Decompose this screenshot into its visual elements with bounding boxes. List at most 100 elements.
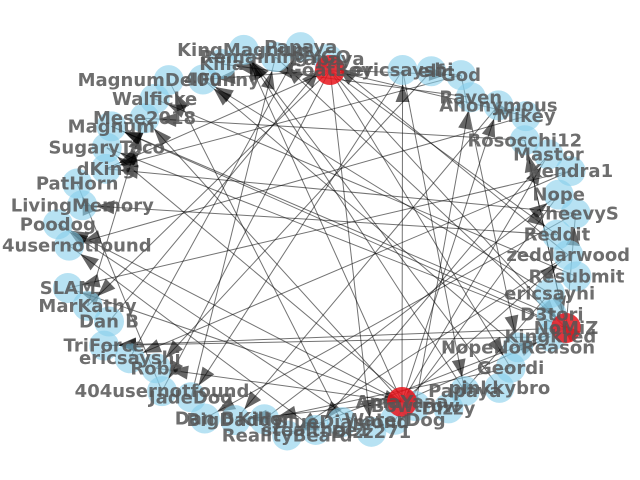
arrowhead-icon — [80, 253, 99, 271]
arrowhead-icon — [249, 62, 264, 82]
edge — [82, 204, 557, 236]
node-label: Reddit — [524, 225, 591, 246]
graph-node — [153, 65, 184, 96]
arrowhead-icon — [82, 230, 102, 244]
node-label: pinkkybro — [449, 378, 551, 399]
node-label: JadeDog — [147, 387, 233, 408]
node-label: Killer — [238, 409, 292, 430]
node-label: 4usernotfound — [2, 236, 152, 257]
node-label: BlueDiamond — [274, 412, 409, 433]
edge — [57, 223, 372, 433]
edge — [154, 98, 577, 277]
edge — [104, 327, 567, 347]
node-label: TriForce — [64, 336, 145, 357]
edge — [401, 254, 569, 403]
node-label: Raven — [439, 87, 502, 108]
edge — [156, 367, 403, 403]
arrowhead-icon — [526, 166, 542, 186]
edge — [108, 58, 329, 322]
node-label: Geordi — [477, 358, 544, 379]
edge — [111, 125, 553, 316]
node-label: NoMiZ — [534, 318, 599, 339]
arrowhead-icon — [360, 399, 375, 418]
node-label: Rosocchi12 — [467, 130, 582, 151]
graph-node — [62, 168, 93, 199]
arrowhead-icon — [119, 164, 139, 179]
node-label: Killa — [199, 54, 244, 75]
node-label: Dizz271 — [332, 422, 412, 443]
edge — [243, 49, 403, 403]
arrowhead-icon — [504, 314, 519, 334]
edge — [202, 79, 550, 294]
graph-node — [72, 290, 103, 321]
node-label: Dan B — [175, 408, 235, 429]
arrowhead-icon — [235, 61, 255, 76]
graph-node — [96, 111, 127, 142]
arrowhead-icon — [153, 128, 172, 147]
graph-node — [533, 139, 564, 170]
arrowhead-icon — [278, 405, 298, 420]
graph-node — [555, 155, 586, 186]
node-label: BigDaddy — [187, 410, 285, 431]
node-label: Dan B — [79, 312, 139, 333]
edge — [68, 245, 317, 431]
graph-node — [220, 405, 251, 436]
edge — [401, 105, 499, 403]
edge — [327, 58, 569, 256]
graph-node — [285, 32, 316, 63]
graph-node — [89, 330, 120, 361]
edge — [104, 336, 551, 347]
node-label: zeddarwood — [506, 245, 630, 266]
arrowhead-icon — [526, 210, 546, 227]
node-label: AmaYaaa — [356, 392, 449, 413]
edge — [155, 70, 432, 369]
graph-node — [260, 42, 291, 73]
node-label: 404usernotfound — [75, 381, 250, 402]
node-label: RemainingYGO — [200, 47, 351, 68]
node-label: stealthee1 — [262, 420, 370, 441]
graph-node — [147, 376, 178, 407]
graph-node — [560, 198, 591, 229]
graph-node — [228, 34, 259, 65]
graph-node — [416, 56, 447, 87]
node-label: Resubmit — [528, 266, 624, 287]
node-label: God — [441, 65, 481, 86]
graph-node — [484, 372, 515, 403]
edge — [57, 223, 403, 403]
node-label: Mastor — [513, 144, 584, 165]
nodes-layer — [42, 32, 592, 451]
graph-node — [510, 101, 541, 132]
edge — [111, 125, 567, 329]
graph-node — [387, 54, 418, 85]
arrowhead-icon — [165, 340, 184, 358]
node-label: Papaya — [291, 49, 364, 70]
graph-node — [206, 48, 237, 79]
node-label: GoatBoy — [287, 60, 373, 81]
edge — [190, 69, 404, 398]
edge — [394, 194, 560, 421]
arrowhead-icon — [118, 149, 139, 164]
node-label: Mikey — [496, 106, 556, 127]
edge — [105, 168, 576, 214]
node-label: ericsayhi — [504, 283, 595, 304]
arrowhead-icon — [124, 132, 144, 146]
arrowhead-icon — [458, 111, 472, 131]
edge — [67, 170, 571, 289]
node-label: Kendra1 — [528, 161, 613, 182]
graph-node — [90, 153, 121, 184]
node-label: Papaya — [264, 37, 337, 58]
edge — [105, 69, 331, 170]
edge — [401, 154, 549, 403]
edge — [329, 69, 512, 369]
node-label: Robo — [130, 358, 181, 379]
edge — [329, 69, 567, 329]
graph-node — [300, 414, 331, 445]
node-label: dKing — [77, 159, 136, 180]
arrowhead-icon — [175, 92, 190, 112]
arrowhead-icon — [198, 366, 215, 386]
node-label: Bowtrow — [371, 396, 460, 417]
node-label: LivingMemory — [11, 195, 154, 216]
edge — [144, 117, 525, 141]
edge — [275, 56, 567, 329]
graph-node — [561, 261, 592, 292]
